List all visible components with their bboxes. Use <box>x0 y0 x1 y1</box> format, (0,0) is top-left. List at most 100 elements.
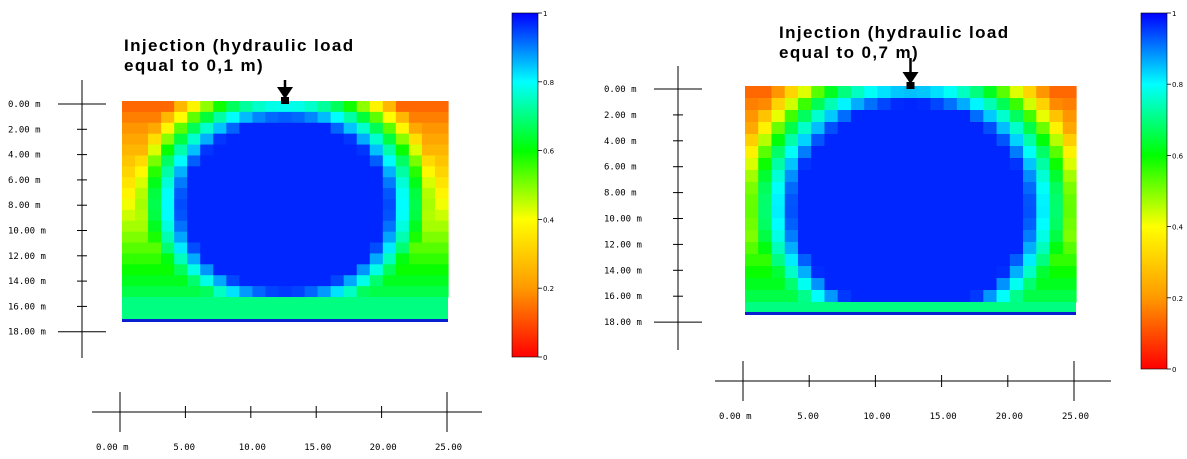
heat-cell <box>239 231 253 244</box>
heat-cell <box>903 206 918 219</box>
heat-cell <box>983 290 998 303</box>
heat-cell <box>956 206 971 219</box>
heat-cell <box>824 254 839 267</box>
heat-cell <box>421 286 436 298</box>
heat-cell <box>213 166 227 178</box>
heat-cell <box>278 177 293 189</box>
heat-cell <box>1009 86 1024 99</box>
heat-cell <box>1062 170 1077 183</box>
heat-cell <box>148 101 162 113</box>
heatmap-chart-left: 0.00 m2.00 m4.00 m6.00 m8.00 m10.00 m12.… <box>8 10 555 453</box>
heat-cell <box>1049 278 1064 291</box>
heat-cell <box>970 146 984 159</box>
heat-cell <box>382 286 397 298</box>
heat-cell <box>1049 242 1064 255</box>
heat-cell <box>811 254 826 267</box>
heat-cell <box>983 146 998 159</box>
heat-cell <box>434 209 449 222</box>
heat-cell <box>421 188 436 200</box>
heat-cell <box>317 199 332 211</box>
heat-cell <box>903 230 918 243</box>
heat-cell <box>996 110 1011 123</box>
heat-cell <box>811 218 826 231</box>
heat-cell <box>356 144 371 157</box>
heat-cell <box>356 101 371 113</box>
heat-cell <box>850 290 865 303</box>
heat-cell <box>252 220 267 233</box>
heat-cell <box>930 170 945 183</box>
heat-cell <box>330 286 345 298</box>
heat-cell <box>343 188 358 200</box>
heat-cell <box>434 275 449 287</box>
heat-cell <box>1036 146 1051 159</box>
heat-cell <box>890 194 905 207</box>
heat-cell <box>1036 242 1051 255</box>
heat-cell <box>877 158 892 171</box>
heat-cell <box>956 134 971 147</box>
heat-cell <box>356 166 371 178</box>
heat-cell <box>837 110 852 123</box>
heat-cell <box>226 122 240 135</box>
heat-cell <box>917 98 931 111</box>
heat-cell <box>784 182 799 195</box>
heat-cell <box>903 278 918 291</box>
heat-cell <box>343 231 358 244</box>
heat-cell <box>265 144 280 157</box>
heat-cell <box>824 86 839 99</box>
heat-cell <box>187 111 201 124</box>
heat-cell <box>745 182 759 195</box>
heat-cell <box>304 166 319 178</box>
heat-cell <box>850 98 865 111</box>
heat-cell <box>837 182 852 195</box>
heat-cell <box>903 122 918 135</box>
heat-cell <box>408 264 423 276</box>
heat-cell <box>811 86 826 99</box>
heat-cell <box>187 144 201 157</box>
heat-cell <box>917 218 931 231</box>
heat-cell <box>200 231 214 244</box>
heat-cell <box>304 122 319 135</box>
heat-cell <box>395 122 410 135</box>
heat-cell <box>824 98 839 111</box>
heat-cell <box>304 177 319 189</box>
heat-cell <box>943 242 958 255</box>
heat-cell <box>1009 266 1024 279</box>
heat-cell <box>148 144 162 157</box>
heat-cell <box>343 275 358 287</box>
heat-cell <box>956 242 971 255</box>
heat-cell <box>1049 290 1064 303</box>
heat-cell <box>304 144 319 157</box>
heat-cell <box>1023 86 1037 99</box>
heat-cell <box>369 242 384 255</box>
heat-cell <box>330 155 345 167</box>
heat-cell <box>135 231 149 244</box>
y-tick-label: 16.00 m <box>8 302 46 312</box>
heat-cell <box>837 290 852 303</box>
heat-cell <box>797 242 812 255</box>
heat-cell <box>213 275 227 287</box>
x-tick-label: 20.00 <box>996 412 1023 422</box>
heat-cell <box>187 275 201 287</box>
heat-cell <box>291 111 306 124</box>
heat-cell <box>161 166 175 178</box>
heat-cell <box>200 166 214 178</box>
heat-cell <box>382 188 397 200</box>
heat-cell <box>330 209 345 222</box>
heat-cell <box>890 146 905 159</box>
heat-cell <box>903 170 918 183</box>
y-tick-label: 12.00 m <box>8 252 46 262</box>
heat-cell <box>343 177 358 189</box>
heat-cell <box>382 122 397 135</box>
heat-cell <box>200 155 214 167</box>
heat-cell <box>317 220 332 233</box>
heat-cell <box>369 209 384 222</box>
x-tick-label: 15.00 <box>304 443 331 453</box>
heat-cell <box>122 286 136 298</box>
heat-cell <box>1036 206 1051 219</box>
heat-cell <box>226 101 240 113</box>
heat-cell <box>330 133 345 146</box>
heat-cell <box>382 275 397 287</box>
heat-cell <box>943 218 958 231</box>
heat-cell <box>1023 290 1037 303</box>
heat-cell <box>943 182 958 195</box>
